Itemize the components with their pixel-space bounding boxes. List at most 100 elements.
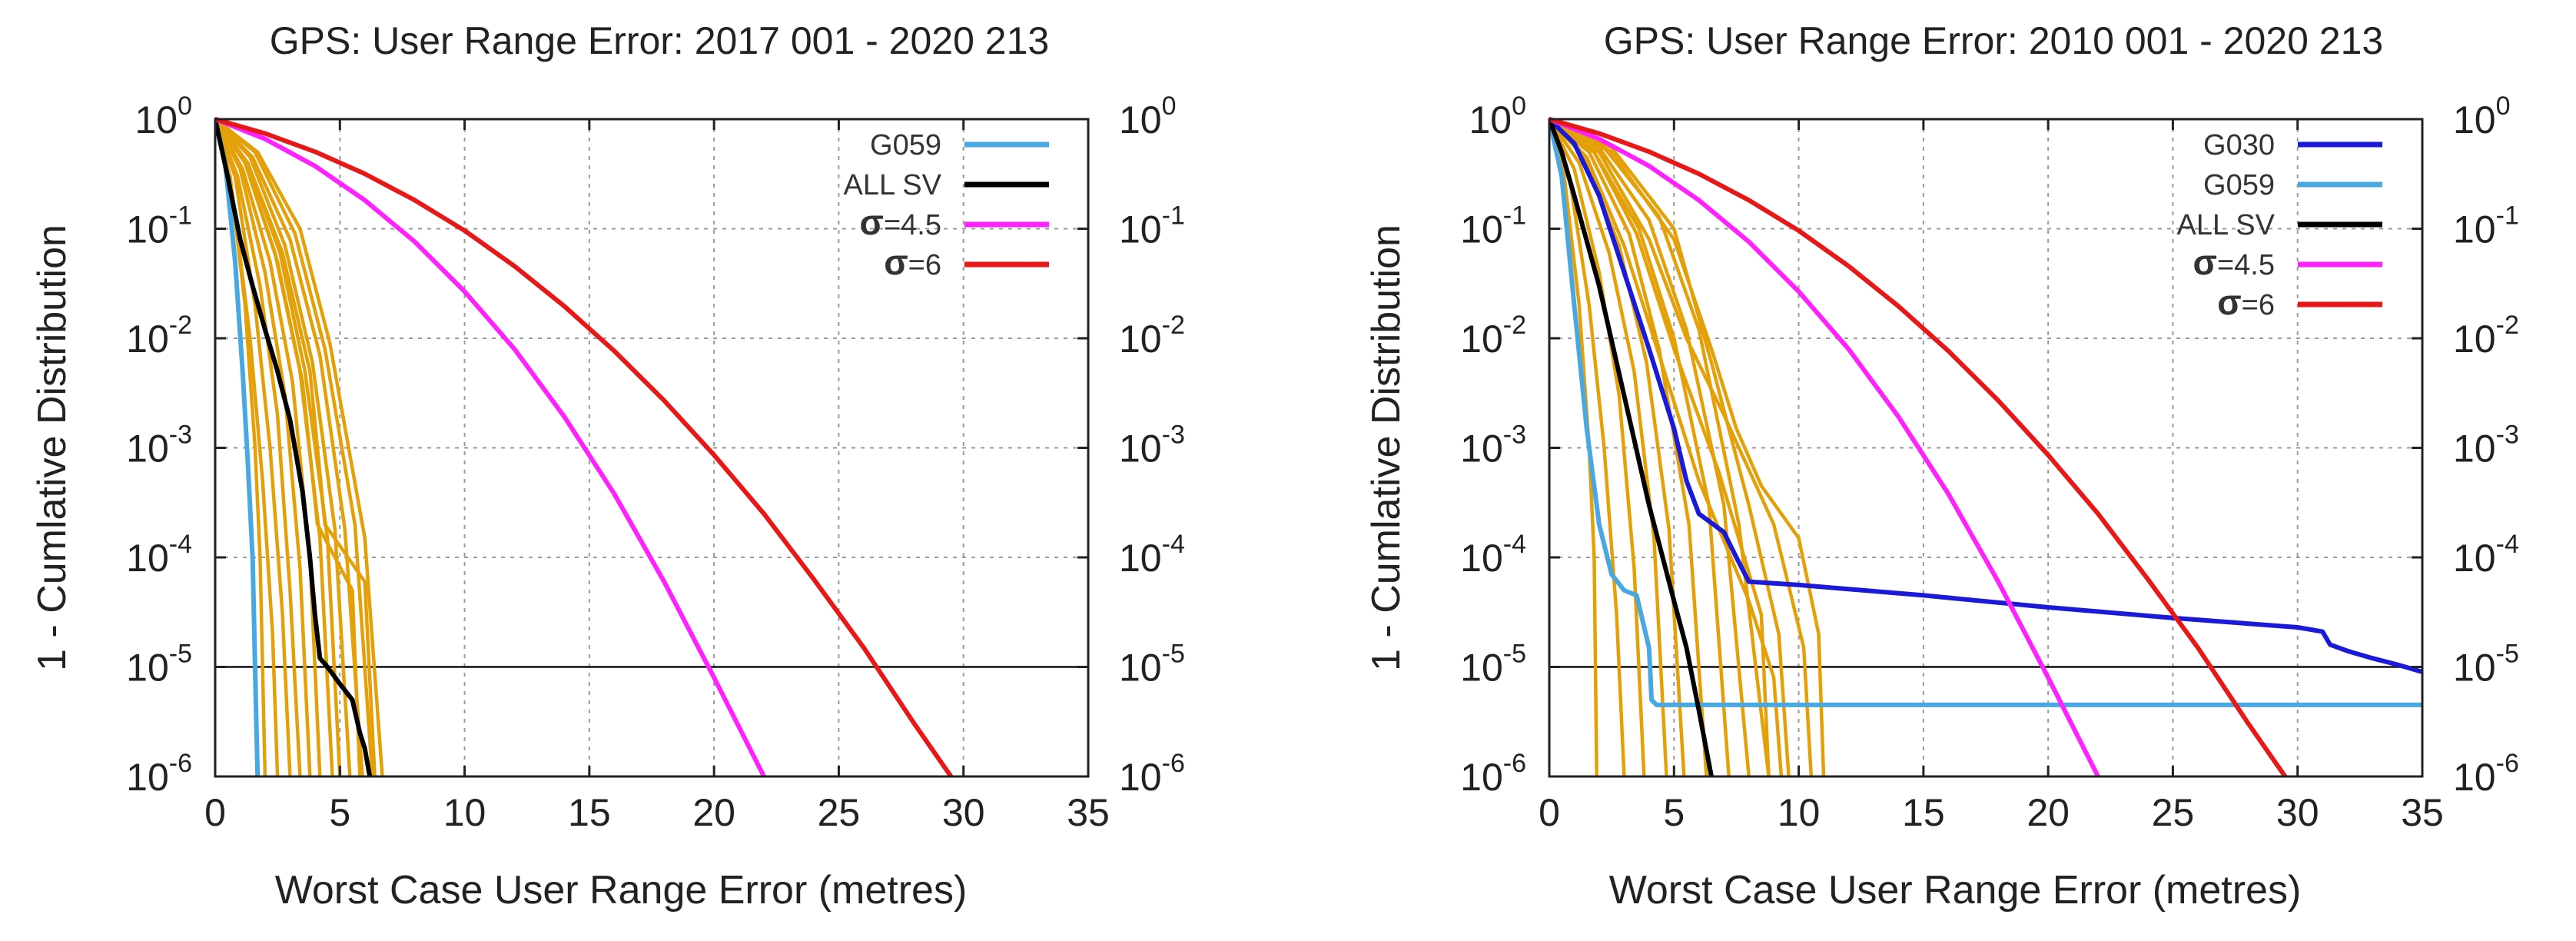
series-line-g030 xyxy=(1549,117,2422,674)
series-line-all-sv xyxy=(215,117,373,776)
y-tick-base: 10 xyxy=(1119,537,1162,580)
y-tick-label-left: 10-1 xyxy=(1460,201,1526,251)
y-tick-base: 10 xyxy=(1460,647,1503,690)
y-tick-base: 10 xyxy=(1460,756,1503,799)
y-tick-base: 10 xyxy=(2453,208,2496,251)
y-tick-label-right: 10-6 xyxy=(1119,749,1185,799)
y-tick-label-right: 10-6 xyxy=(2453,749,2519,799)
chart-panel-1: GPS: User Range Error: 2017 001 - 2020 2… xyxy=(30,19,1185,913)
y-tick-base: 10 xyxy=(1119,756,1162,799)
y-tick-exponent: -2 xyxy=(2496,311,2519,340)
y-tick-label-right: 100 xyxy=(2453,91,2511,141)
plot-area xyxy=(1549,117,2422,776)
y-tick-base: 10 xyxy=(2453,537,2496,580)
legend-label: σ=6 xyxy=(2217,282,2275,322)
legend-sigma-symbol: σ xyxy=(884,242,908,282)
y-tick-exponent: -1 xyxy=(1162,201,1185,231)
x-tick-label: 15 xyxy=(568,791,611,834)
y-tick-exponent: -3 xyxy=(2496,421,2519,450)
series-line-g059 xyxy=(1549,117,2422,707)
y-tick-base: 10 xyxy=(2453,318,2496,361)
legend-label-text: ALL SV xyxy=(2177,209,2276,241)
y-tick-base: 10 xyxy=(1460,208,1503,251)
y-tick-label-right: 10-1 xyxy=(1119,201,1185,251)
sv-curve-12 xyxy=(1549,118,1826,776)
sv-curve-10 xyxy=(215,118,364,776)
y-tick-exponent: 0 xyxy=(1512,91,1526,121)
y-tick-base: 10 xyxy=(126,208,169,251)
plot-area xyxy=(215,117,954,776)
x-tick-label: 5 xyxy=(329,791,350,834)
y-tick-exponent: -2 xyxy=(1503,311,1526,340)
y-tick-label-left: 10-4 xyxy=(126,530,192,580)
y-tick-label-left: 10-5 xyxy=(1460,640,1526,690)
y-tick-label-right: 10-1 xyxy=(2453,201,2519,251)
y-tick-exponent: -6 xyxy=(1162,749,1185,778)
legend-label: σ=4.5 xyxy=(2193,242,2276,282)
y-axis-label: 1 - Cumlative Distribution xyxy=(1364,224,1409,671)
y-tick-exponent: 0 xyxy=(1162,91,1177,121)
y-tick-base: 10 xyxy=(126,318,169,361)
legend-sigma-symbol: σ xyxy=(2217,282,2241,322)
y-tick-exponent: -1 xyxy=(169,201,192,231)
x-tick-label: 30 xyxy=(2276,791,2319,834)
y-tick-base: 10 xyxy=(1119,98,1162,141)
x-tick-label: 25 xyxy=(818,791,861,834)
legend-label-text: G030 xyxy=(2203,129,2275,161)
y-tick-label-right: 10-3 xyxy=(1119,421,1185,470)
x-tick-label: 10 xyxy=(1778,791,1821,834)
y-tick-base: 10 xyxy=(1119,427,1162,470)
y-tick-label-right: 10-2 xyxy=(1119,311,1185,361)
legend-label: ALL SV xyxy=(844,169,942,201)
legend-label: ALL SV xyxy=(2177,209,2276,241)
chart-title: GPS: User Range Error: 2010 001 - 2020 2… xyxy=(1604,19,2383,62)
y-tick-exponent: -1 xyxy=(2496,201,2519,231)
x-tick-label: 35 xyxy=(1067,791,1110,834)
legend-label-text: ALL SV xyxy=(844,169,942,201)
y-tick-base: 10 xyxy=(126,427,169,470)
y-tick-exponent: 0 xyxy=(2496,91,2511,121)
chart-panel-2: GPS: User Range Error: 2010 001 - 2020 2… xyxy=(1364,19,2519,913)
legend-label-text: =4.5 xyxy=(884,209,941,241)
sv-curve-14 xyxy=(215,118,362,776)
y-tick-exponent: -3 xyxy=(1162,421,1185,450)
sv-curve-13 xyxy=(1549,118,1784,776)
legend-label-text: G059 xyxy=(2203,169,2275,201)
y-tick-exponent: -2 xyxy=(1162,311,1185,340)
y-tick-label-left: 10-1 xyxy=(126,201,192,251)
y-tick-exponent: -1 xyxy=(1503,201,1526,231)
x-tick-label: 25 xyxy=(2152,791,2195,834)
y-tick-label-right: 100 xyxy=(1119,91,1177,141)
y-tick-label-right: 10-2 xyxy=(2453,311,2519,361)
y-tick-exponent: -5 xyxy=(1503,640,1526,669)
x-tick-label: 0 xyxy=(1539,791,1560,834)
legend-sigma-symbol: σ xyxy=(860,202,884,242)
series-line-g059 xyxy=(215,117,261,776)
y-tick-base: 10 xyxy=(2453,647,2496,690)
y-tick-base: 10 xyxy=(2453,756,2496,799)
legend-label: G030 xyxy=(2203,129,2275,161)
x-tick-label: 15 xyxy=(1902,791,1945,834)
y-tick-exponent: -4 xyxy=(1162,530,1185,559)
sv-curve-4 xyxy=(1549,118,1668,776)
y-tick-label-right: 10-4 xyxy=(2453,530,2519,580)
y-tick-exponent: -6 xyxy=(1503,749,1526,778)
y-tick-exponent: -6 xyxy=(169,749,192,778)
legend-label-text: =6 xyxy=(2242,289,2275,321)
y-tick-base: 10 xyxy=(1460,537,1503,580)
legend-label-text: =6 xyxy=(908,249,941,281)
x-tick-label: 0 xyxy=(204,791,226,834)
series-line--6 xyxy=(1549,117,2288,776)
y-tick-label-right: 10-4 xyxy=(1119,530,1185,580)
sv-curve-13 xyxy=(215,118,377,776)
legend-label-text: =4.5 xyxy=(2217,249,2275,281)
sv-curve-12 xyxy=(215,118,384,776)
x-tick-label: 20 xyxy=(692,791,735,834)
y-tick-base: 10 xyxy=(126,537,169,580)
legend-sigma-symbol: σ xyxy=(2193,242,2217,282)
x-tick-label: 10 xyxy=(443,791,486,834)
